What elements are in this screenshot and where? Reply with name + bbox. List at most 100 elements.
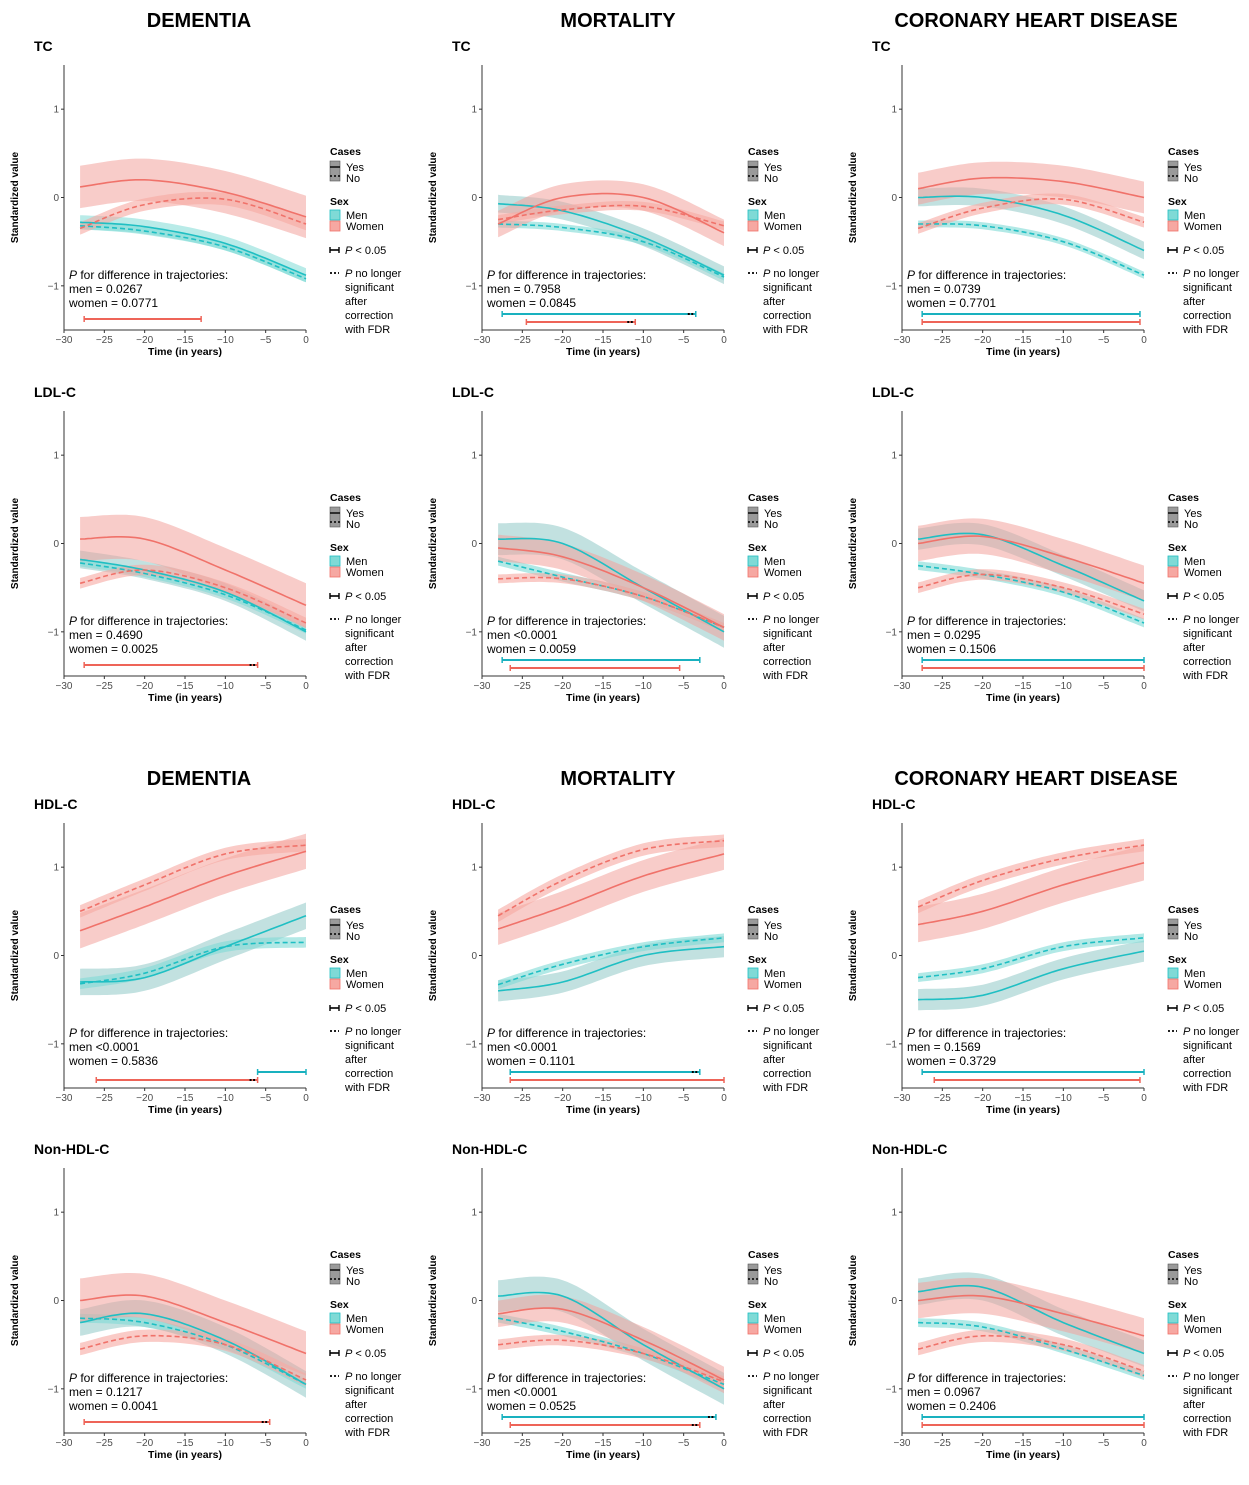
x-tick-label: −5 [678,335,690,346]
legend-fdr-rest: no longer [352,1371,401,1383]
y-tick-label: 0 [471,539,477,550]
legend-men-swatch [747,967,759,979]
p-italic: P [487,1026,495,1040]
legend-women-swatch [1167,220,1179,232]
ci-band-men-no [498,1313,724,1389]
x-tick-label: −30 [56,681,73,692]
x-tick-label: −30 [894,335,911,346]
legend-fdr-rest: no longer [770,1371,819,1383]
legend-fdr-label: with FDR [1182,1427,1228,1439]
p-text-header: P for difference in trajectories: [487,1026,646,1040]
x-tick-label: −25 [934,1093,951,1104]
legend-cases-title: Cases [748,492,779,504]
p-women-value: women = 0.0041 [68,1399,158,1413]
legend-women-label: Women [346,979,384,991]
p-women-value: women = 0.5836 [68,1054,158,1068]
x-axis-label: Time (in years) [148,692,222,704]
legend-cases-title: Cases [1168,904,1199,916]
y-tick-label: 0 [891,951,897,962]
legend-fdr-label: P no longer [763,614,820,626]
x-axis-label: Time (in years) [148,1104,222,1116]
p-header-rest: for difference in trajectories: [77,614,228,628]
p-women-value: women = 0.0525 [486,1399,576,1413]
legend-fdr-rest: no longer [770,268,819,280]
y-tick-label: −1 [886,281,898,292]
p-italic: P [907,1371,915,1385]
y-axis-label: Standardized value [848,151,859,243]
legend-fdr-label: after [345,1399,367,1411]
legend-men-swatch [329,555,341,567]
series-line-women-no [498,1339,725,1383]
legend-men-label: Men [346,1313,367,1325]
legend-fdr-label: P no longer [763,1026,820,1038]
y-tick-label: −1 [48,1384,60,1395]
x-tick-label: −25 [514,1093,531,1104]
y-axis-label: Standardized value [848,909,859,1001]
legend-women-label: Women [1184,221,1222,233]
legend-sig-rest: < 0.05 [352,1348,386,1360]
legend-fdr-label: significant [1183,1040,1232,1052]
x-tick-label: −15 [177,1093,194,1104]
legend-sig-label: P < 0.05 [763,1003,804,1015]
x-tick-label: −30 [474,1093,491,1104]
legend-women-label: Women [1184,979,1222,991]
x-tick-label: −25 [514,335,531,346]
series-line-men-no [497,937,725,986]
y-tick-label: 0 [471,951,477,962]
y-tick-label: −1 [466,627,478,638]
series-line-women-yes [497,853,725,930]
legend-sig-rest: < 0.05 [352,1003,386,1015]
legend-no-label: No [346,519,360,531]
legend-fdr-label: correction [345,310,393,322]
legend-cases-swatch [1167,918,1179,940]
legend-fdr-label: P no longer [1183,1371,1240,1383]
legend-fdr-label: P no longer [1183,614,1240,626]
x-tick-label: −10 [1055,335,1072,346]
x-tick-label: −20 [554,1093,571,1104]
legend-yes-label: Yes [764,508,782,520]
panel-title: Non-HDL-C [872,1141,947,1157]
x-axis-label: Time (in years) [566,346,640,358]
legend-yes-label: Yes [346,508,364,520]
legend-women-swatch [329,978,341,990]
section-title: DEMENTIA [147,10,251,32]
legend-cases-swatch [747,506,759,528]
legend-yes-label: Yes [764,920,782,932]
legend-fdr-label: with FDR [762,324,808,336]
p-women-value: women = 0.1101 [486,1054,575,1068]
y-tick-label: 0 [891,539,897,550]
x-tick-label: 0 [1141,1093,1147,1104]
x-tick-label: 0 [721,1438,727,1449]
p-women-value: women = 0.0059 [486,642,576,656]
x-tick-label: 0 [721,681,727,692]
legend-fdr-label: with FDR [762,1427,808,1439]
legend-fdr-rest: no longer [1190,614,1239,626]
p-italic: P [763,1348,771,1360]
y-tick-label: 1 [53,105,59,116]
legend-fdr-label: with FDR [762,670,808,682]
x-tick-label: −10 [217,1093,234,1104]
legend-no-label: No [1184,519,1198,531]
p-text-header: P for difference in trajectories: [487,268,646,282]
legend-yes-label: Yes [1184,1265,1202,1277]
series-line-women-no [79,1334,307,1381]
chart-panel-tc-2: TC 1 0 −1 −30 −25 −20 −15 −10 −5 0 Standardized val… [848,38,1240,358]
p-women-value: women = 0.2406 [906,1399,996,1413]
legend-fdr-label: P no longer [1183,268,1240,280]
series-line-women-yes [79,179,307,218]
series-line-women-yes [497,1307,725,1381]
series-line-women-no [917,1334,1145,1372]
y-tick-label: 0 [53,193,59,204]
p-italic: P [907,1026,915,1040]
legend-sig-label: P < 0.05 [763,245,804,257]
x-tick-label: −30 [474,335,491,346]
legend-cases-swatch [329,160,341,182]
y-axis-label: Standardized value [848,497,859,589]
p-women-value: women = 0.0845 [486,296,576,310]
y-tick-label: 0 [471,1296,477,1307]
p-italic: P [1183,268,1191,280]
series-line-women-yes [79,850,307,932]
x-tick-label: −20 [974,1093,991,1104]
y-tick-label: 0 [891,1296,897,1307]
